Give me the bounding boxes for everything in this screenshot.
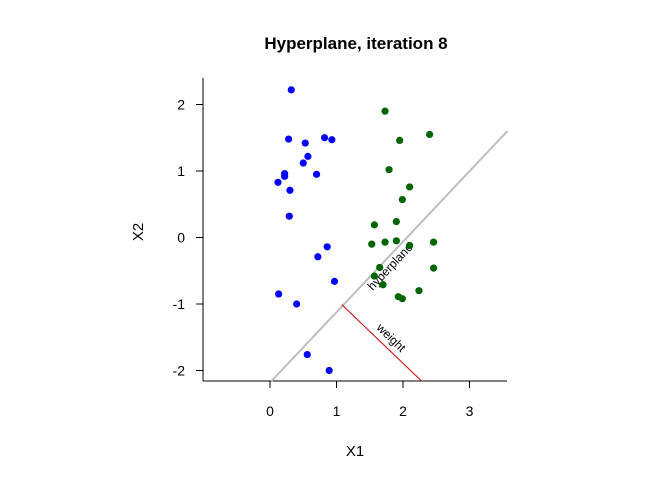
green-class-point (381, 238, 389, 246)
blue-class-point (285, 212, 293, 220)
weight-label: weight (373, 320, 409, 355)
green-class-point (370, 221, 379, 229)
y-ticks: -2 -1 0 1 2 (173, 97, 203, 379)
blue-class-point (274, 178, 282, 186)
blue-class-point (275, 290, 283, 298)
blue-class-point (314, 253, 322, 261)
x-tick-label: 1 (333, 403, 341, 419)
green-class-point (426, 130, 434, 139)
green-class-point (376, 263, 384, 272)
x-tick-label: 2 (399, 403, 407, 419)
blue-class-point (301, 139, 309, 147)
green-class-point (415, 287, 423, 295)
blue-class-point (286, 186, 294, 194)
y-tick-label: -1 (173, 296, 186, 312)
x-tick-label: 0 (266, 403, 274, 419)
green-class-point (429, 264, 438, 272)
green-class-point (398, 295, 406, 303)
blue-class-point (281, 172, 289, 180)
blue-class-point (312, 170, 321, 178)
y-tick-label: 1 (177, 163, 185, 179)
green-class-point (370, 272, 379, 280)
blue-class-point (328, 136, 336, 144)
x-ticks: 0 1 2 3 (266, 381, 474, 419)
green-class-point (406, 241, 414, 250)
green-class-point (379, 281, 387, 289)
green-class-point (406, 183, 414, 191)
green-class-point (429, 238, 438, 246)
chart-title: Hyperplane, iteration 8 (264, 34, 447, 53)
y-axis-label: X2 (130, 223, 147, 241)
blue-class-point (320, 134, 329, 142)
green-class-point (396, 136, 404, 145)
weight-line (341, 304, 422, 382)
x-axis-label: X1 (346, 443, 364, 460)
blue-class-point (323, 243, 331, 251)
y-tick-label: -2 (173, 363, 186, 379)
green-class-point (385, 166, 393, 174)
x-tick-label: 3 (466, 403, 474, 419)
green-class-point (392, 237, 400, 245)
y-tick-label: 2 (177, 97, 185, 113)
blue-class-point (330, 277, 339, 285)
hyperplane-line (270, 130, 509, 382)
blue-class-point (299, 159, 307, 167)
green-class-point (392, 217, 400, 226)
blue-class-point (285, 135, 293, 143)
blue-class-point (304, 152, 312, 160)
data-points (274, 86, 438, 375)
blue-class-point (293, 300, 301, 308)
axes: 0 1 2 3 -2 -1 0 1 2 (173, 78, 507, 419)
blue-class-point (287, 86, 295, 94)
green-class-point (368, 240, 376, 248)
y-tick-label: 0 (177, 230, 185, 246)
blue-class-point (325, 366, 333, 375)
green-class-point (381, 107, 389, 115)
blue-class-point (303, 350, 311, 359)
green-class-point (398, 195, 406, 204)
